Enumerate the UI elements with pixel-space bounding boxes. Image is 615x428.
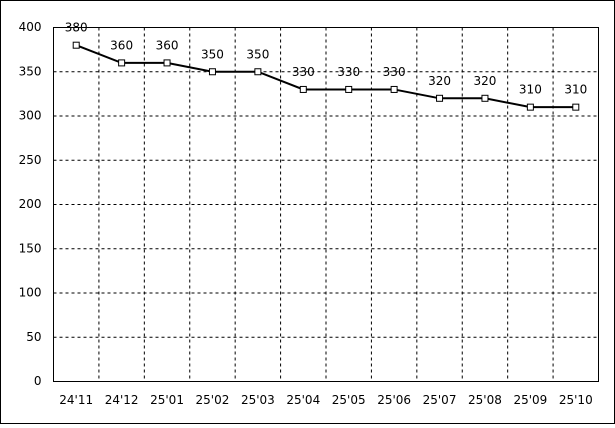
x-tick-label: 25'09 — [513, 393, 547, 407]
x-tick-label: 25'07 — [423, 393, 457, 407]
data-label: 350 — [201, 47, 224, 61]
x-tick-label: 25'03 — [241, 393, 275, 407]
x-tick-label: 25'05 — [332, 393, 366, 407]
x-tick-label: 25'06 — [377, 393, 411, 407]
y-tick-label: 0 — [34, 374, 42, 388]
x-tick-label: 24'12 — [105, 393, 139, 407]
marker — [526, 103, 534, 111]
data-label: 350 — [246, 47, 269, 61]
line — [75, 44, 576, 109]
marker — [345, 85, 353, 93]
marker — [572, 103, 580, 111]
data-label: 320 — [428, 74, 451, 88]
y-tick-label: 250 — [19, 153, 42, 167]
marker — [436, 94, 444, 102]
x-tick-label: 24'11 — [59, 393, 93, 407]
x-tick-label: 25'08 — [468, 393, 502, 407]
data-label: 360 — [110, 38, 133, 52]
data-label: 330 — [383, 65, 406, 79]
data-label: 330 — [337, 65, 360, 79]
y-tick-label: 400 — [19, 20, 42, 34]
data-label: 310 — [564, 83, 587, 97]
plot-area — [53, 27, 599, 382]
marker — [390, 85, 398, 93]
marker — [72, 41, 80, 49]
x-tick-label: 25'02 — [196, 393, 230, 407]
y-tick-label: 200 — [19, 197, 42, 211]
marker — [163, 59, 171, 67]
data-label: 360 — [156, 38, 179, 52]
y-tick-label: 350 — [19, 64, 42, 78]
data-label: 320 — [474, 74, 497, 88]
data-label: 310 — [519, 83, 542, 97]
x-tick-label: 25'01 — [150, 393, 184, 407]
marker — [254, 68, 262, 76]
x-tick-label: 25'10 — [559, 393, 593, 407]
marker — [118, 59, 126, 67]
y-tick-label: 50 — [26, 330, 41, 344]
y-tick-label: 100 — [19, 286, 42, 300]
data-label: 380 — [65, 21, 88, 35]
marker — [208, 68, 216, 76]
y-tick-label: 300 — [19, 109, 42, 123]
marker — [481, 94, 489, 102]
data-label: 330 — [292, 65, 315, 79]
x-tick-label: 25'04 — [286, 393, 320, 407]
marker — [299, 85, 307, 93]
y-tick-label: 150 — [19, 241, 42, 255]
